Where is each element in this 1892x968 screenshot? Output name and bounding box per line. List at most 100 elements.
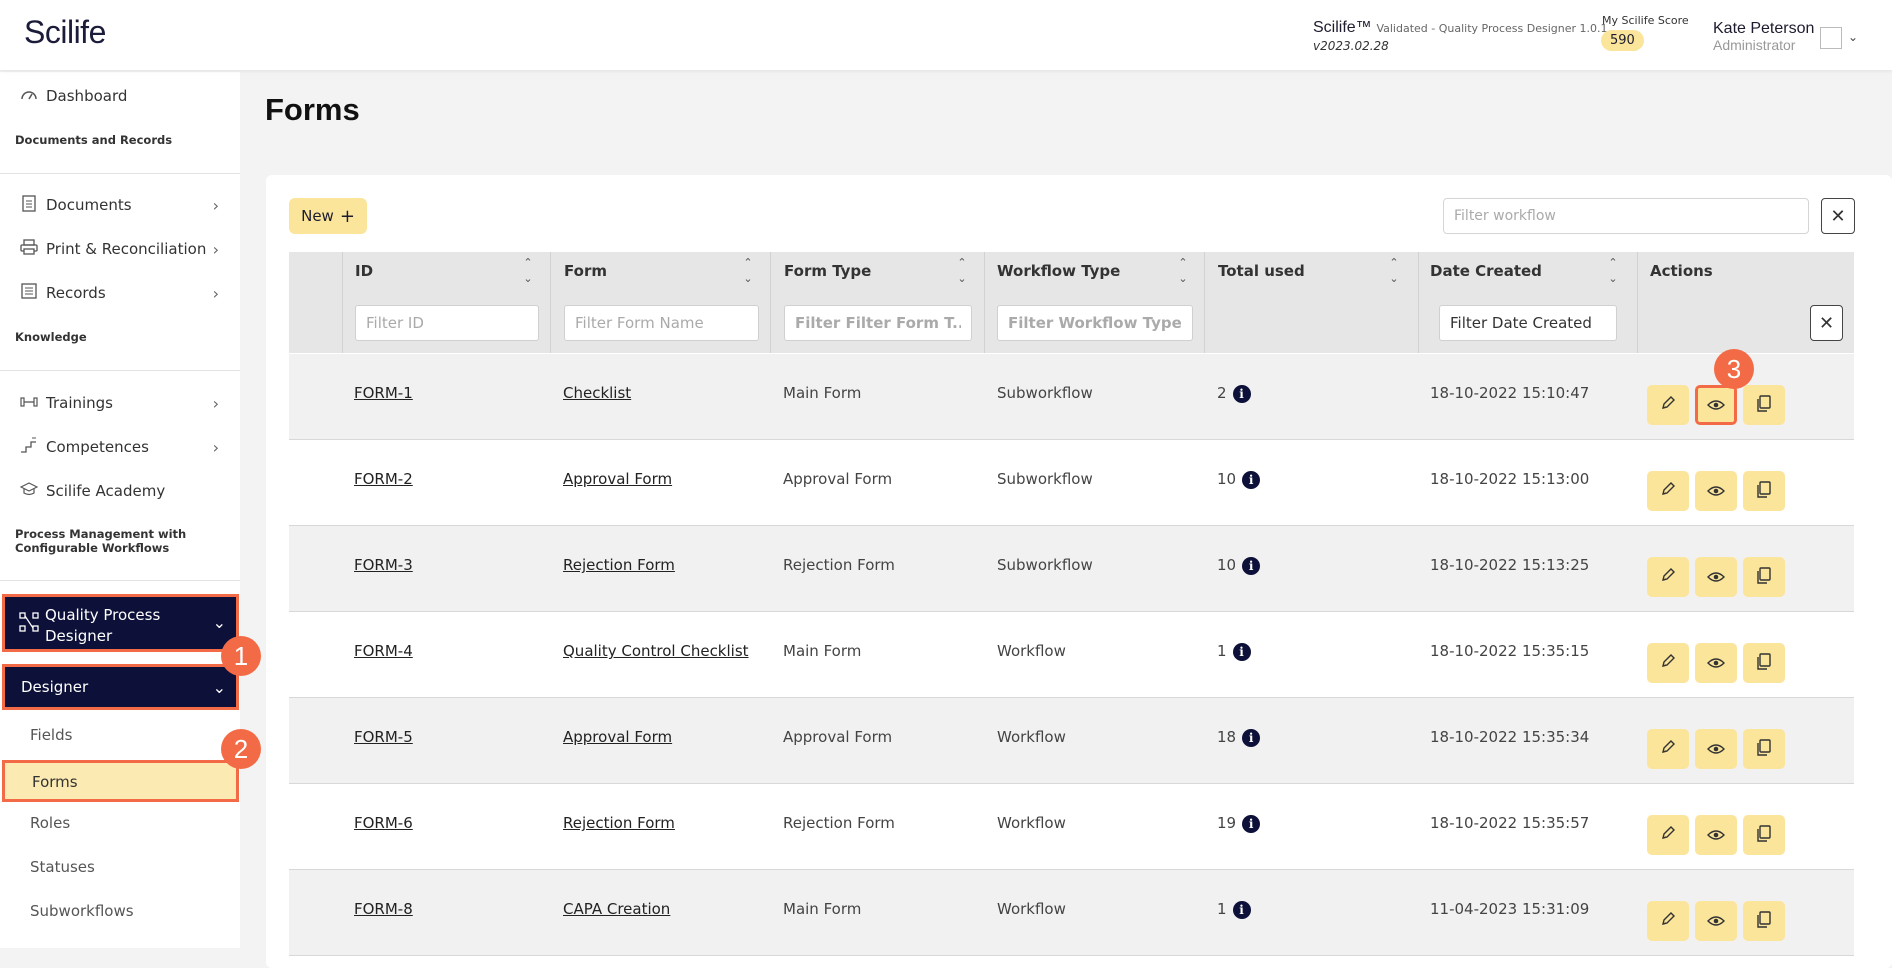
cell-form[interactable]: Rejection Form [563, 556, 675, 574]
form-id-link[interactable]: FORM-6 [354, 814, 413, 832]
column-header-total-used[interactable]: Total used [1218, 262, 1305, 280]
sidebar-item-quality-process-designer[interactable]: Quality Process Designer ⌄ [2, 594, 239, 652]
view-button[interactable] [1695, 815, 1737, 855]
info-icon[interactable]: i [1242, 470, 1261, 489]
sidebar-item-fields[interactable]: Fields [30, 726, 73, 744]
view-button[interactable] [1695, 643, 1737, 683]
cell-id[interactable]: FORM-1 [354, 384, 413, 402]
copy-button[interactable] [1743, 557, 1785, 597]
sort-icon[interactable]: ⌃ ⌄ [1608, 256, 1618, 285]
filter-date-created-input[interactable] [1439, 305, 1617, 341]
column-header-form-type[interactable]: Form Type [784, 262, 872, 280]
user-name[interactable]: Kate Peterson [1713, 20, 1815, 37]
clear-table-filters-button[interactable]: ✕ [1810, 305, 1843, 341]
copy-button[interactable] [1743, 385, 1785, 425]
score-badge[interactable]: 590 [1601, 30, 1644, 51]
sidebar-item-roles[interactable]: Roles [30, 814, 71, 832]
cell-id[interactable]: FORM-8 [354, 900, 413, 918]
cell-id[interactable]: FORM-2 [354, 470, 413, 488]
cell-form[interactable]: Approval Form [563, 728, 672, 746]
edit-button[interactable] [1647, 471, 1689, 511]
column-header-id[interactable]: ID [355, 262, 374, 280]
edit-button[interactable] [1647, 643, 1689, 683]
filter-workflow-type-input[interactable] [997, 305, 1193, 341]
edit-button[interactable] [1647, 815, 1689, 855]
form-id-link[interactable]: FORM-8 [354, 900, 413, 918]
form-id-link[interactable]: FORM-3 [354, 556, 413, 574]
column-header-date-created[interactable]: Date Created [1430, 262, 1542, 280]
clear-workflow-filter-button[interactable]: ✕ [1821, 198, 1855, 234]
copy-button[interactable] [1743, 643, 1785, 683]
sidebar-item-print-reconciliation[interactable]: Print & Reconciliation › [18, 234, 233, 264]
edit-button[interactable] [1647, 729, 1689, 769]
sort-icon[interactable]: ⌃ ⌄ [957, 256, 967, 285]
sort-icon[interactable]: ⌃ ⌄ [523, 256, 533, 285]
filter-workflow-input[interactable] [1443, 198, 1809, 234]
form-name-link[interactable]: Checklist [563, 384, 632, 402]
sort-icon[interactable]: ⌃ ⌄ [1178, 256, 1188, 285]
pencil-icon [1660, 395, 1676, 415]
avatar[interactable] [1820, 27, 1842, 49]
form-name-link[interactable]: CAPA Creation [563, 900, 671, 918]
view-button[interactable] [1695, 557, 1737, 597]
form-name-link[interactable]: Approval Form [563, 728, 673, 746]
column-header-form[interactable]: Form [564, 262, 607, 280]
sort-icon[interactable]: ⌃ ⌄ [743, 256, 753, 285]
info-icon[interactable]: i [1242, 814, 1261, 833]
info-icon[interactable]: i [1232, 384, 1251, 403]
info-icon[interactable]: i [1232, 642, 1251, 661]
edit-button[interactable] [1647, 901, 1689, 941]
form-id-link[interactable]: FORM-2 [354, 470, 413, 488]
view-button[interactable] [1695, 901, 1737, 941]
sidebar-item-designer[interactable]: Designer ⌄ [2, 664, 239, 710]
copy-button[interactable] [1743, 815, 1785, 855]
cell-form[interactable]: Quality Control Checklist [563, 642, 749, 660]
sidebar-item-forms[interactable]: Forms [2, 760, 239, 802]
form-id-link[interactable]: FORM-4 [354, 642, 413, 660]
form-id-link[interactable]: FORM-1 [354, 384, 413, 402]
cell-form[interactable]: Approval Form [563, 470, 672, 488]
sidebar-item-scilife-academy[interactable]: Scilife Academy [18, 476, 165, 506]
copy-button[interactable] [1743, 471, 1785, 511]
sort-icon[interactable]: ⌃ ⌄ [1389, 256, 1399, 285]
sidebar-item-competences[interactable]: Competences › [18, 432, 233, 462]
filter-form-name-input[interactable] [564, 305, 759, 341]
cell-id[interactable]: FORM-6 [354, 814, 413, 832]
sidebar-item-documents[interactable]: Documents › [18, 190, 233, 220]
sidebar-item-statuses[interactable]: Statuses [30, 858, 95, 876]
cell-total-used: 10 i [1217, 470, 1261, 489]
filter-form-type-input[interactable] [784, 305, 972, 341]
scilife-logo[interactable]: Scilife [24, 14, 106, 50]
sidebar-item-dashboard[interactable]: Dashboard [18, 81, 127, 111]
form-id-link[interactable]: FORM-5 [354, 728, 413, 746]
chevron-down-icon[interactable]: ⌄ [1848, 30, 1859, 44]
sidebar-item-trainings[interactable]: Trainings › [18, 388, 233, 418]
view-button[interactable] [1695, 471, 1737, 511]
form-name-link[interactable]: Rejection Form [563, 556, 675, 574]
new-button[interactable]: New + [289, 198, 367, 234]
chevron-right-icon: › [212, 284, 219, 303]
form-name-link[interactable]: Approval Form [563, 470, 673, 488]
cell-form[interactable]: Checklist [563, 384, 631, 402]
info-icon[interactable]: i [1242, 728, 1261, 747]
view-button[interactable] [1695, 385, 1737, 425]
cell-id[interactable]: FORM-5 [354, 728, 413, 746]
info-icon[interactable]: i [1242, 556, 1261, 575]
filter-id-input[interactable] [355, 305, 539, 341]
copy-button[interactable] [1743, 729, 1785, 769]
form-name-link[interactable]: Rejection Form [563, 814, 675, 832]
form-name-link[interactable]: Quality Control Checklist [563, 642, 749, 660]
cell-form[interactable]: CAPA Creation [563, 900, 670, 918]
sidebar-item-subworkflows[interactable]: Subworkflows [30, 902, 134, 920]
cell-id[interactable]: FORM-3 [354, 556, 413, 574]
forms-label: Forms [32, 773, 78, 791]
cell-form[interactable]: Rejection Form [563, 814, 675, 832]
view-button[interactable] [1695, 729, 1737, 769]
sidebar-item-records[interactable]: Records › [18, 278, 233, 308]
edit-button[interactable] [1647, 385, 1689, 425]
copy-button[interactable] [1743, 901, 1785, 941]
info-icon[interactable]: i [1232, 900, 1251, 919]
cell-id[interactable]: FORM-4 [354, 642, 413, 660]
column-header-workflow-type[interactable]: Workflow Type [997, 262, 1121, 280]
edit-button[interactable] [1647, 557, 1689, 597]
